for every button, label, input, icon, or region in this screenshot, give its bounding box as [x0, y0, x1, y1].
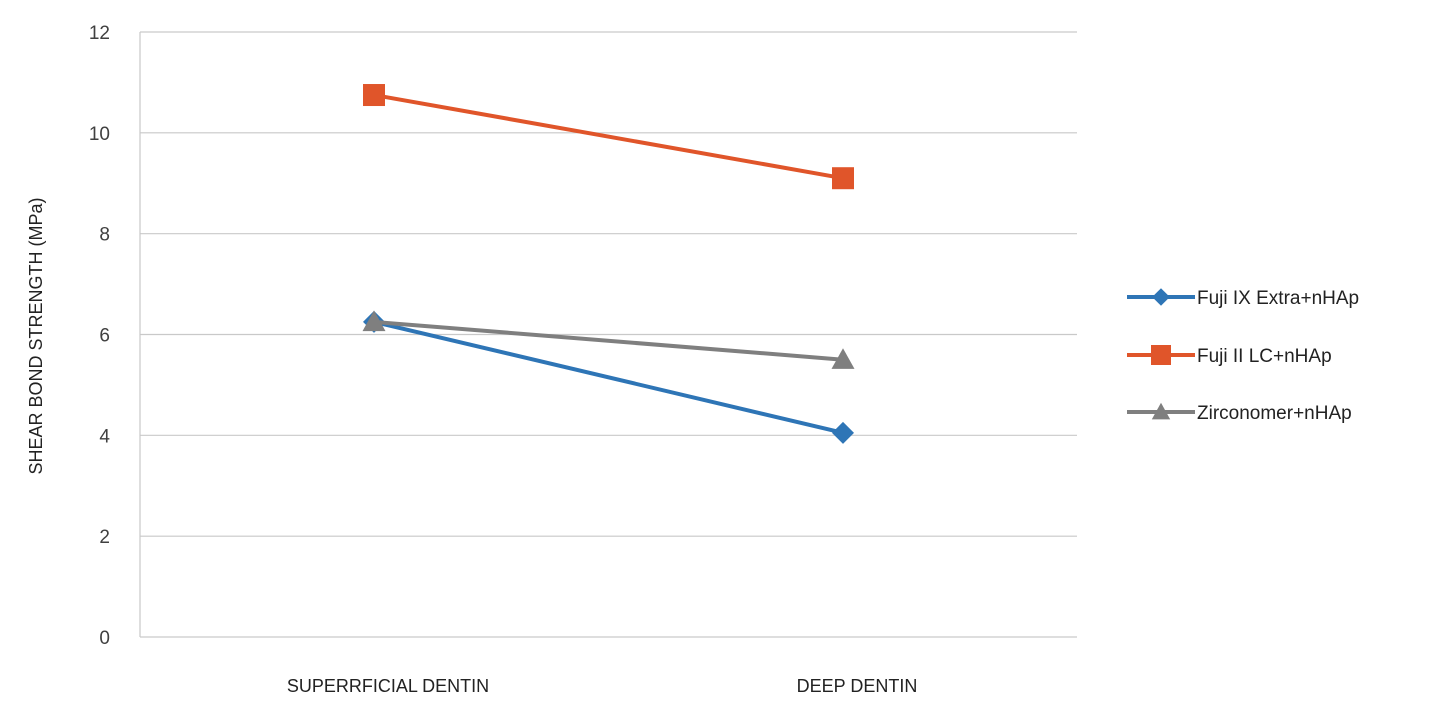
y-tick-label: 0 — [99, 628, 110, 649]
series-line — [373, 319, 844, 362]
legend-item: Fuji II LC+nHAp — [1127, 345, 1332, 367]
y-tick-label: 10 — [89, 124, 110, 145]
legend: Fuji IX Extra+nHAp Fuji II LC+nHAp Zircono… — [1127, 288, 1359, 424]
legend-label: Fuji II LC+nHAp — [1197, 346, 1332, 367]
y-tick-label: 12 — [89, 23, 110, 44]
legend-marker — [1151, 402, 1171, 420]
y-axis-label: SHEAR BOND STRENGTH (MPa) — [26, 197, 46, 474]
data-point — [831, 348, 855, 369]
gridlines — [139, 31, 1077, 638]
y-tick-label: 8 — [99, 225, 110, 246]
series-lines — [362, 84, 855, 444]
data-point — [832, 167, 854, 190]
legend-item: Fuji IX Extra+nHAp — [1127, 288, 1359, 309]
legend-marker — [1151, 345, 1171, 365]
data-point — [832, 421, 854, 444]
y-tick-label: 4 — [99, 426, 110, 447]
x-category-label: DEEP DENTIN — [797, 676, 918, 696]
series-0 — [363, 310, 854, 444]
y-tick-label: 6 — [99, 326, 110, 347]
legend-item: Zirconomer+nHAp — [1127, 402, 1352, 424]
series-line — [373, 319, 844, 435]
series-line — [373, 93, 844, 181]
series-2 — [362, 310, 855, 369]
legend-label: Zirconomer+nHAp — [1197, 403, 1352, 424]
series-1 — [363, 84, 854, 190]
data-point — [362, 310, 386, 332]
legend-marker — [1152, 288, 1170, 306]
data-point — [363, 84, 385, 107]
legend-label: Fuji IX Extra+nHAp — [1197, 288, 1359, 309]
x-category-label: SUPERRFICIAL DENTIN — [287, 676, 489, 696]
y-tick-label: 2 — [99, 527, 110, 548]
y-axis-ticks: 0 2 4 6 8 10 12 — [89, 23, 111, 649]
x-axis-categories: SUPERRFICIAL DENTIN DEEP DENTIN — [287, 676, 918, 696]
